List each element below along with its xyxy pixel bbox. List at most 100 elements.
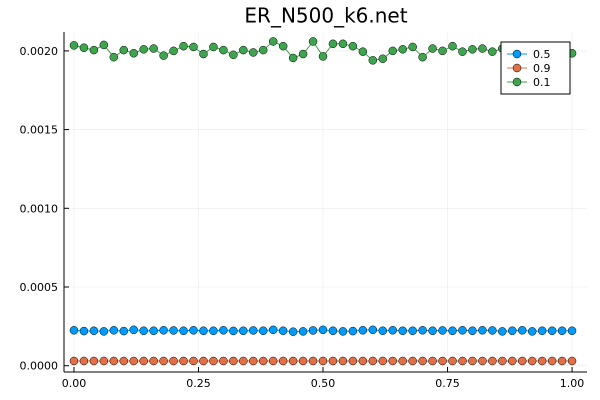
data-point [527,327,537,336]
data-point [199,356,208,366]
data-point [567,326,577,336]
data-point [338,356,348,366]
data-point [517,326,527,335]
data-point [219,326,228,335]
legend: 0.50.90.1 [500,41,571,95]
data-point [408,326,417,336]
data-point [278,356,288,366]
data-point [199,326,208,336]
data-point [517,356,527,366]
y-tick-label: 0.0005 [20,281,59,294]
data-point [69,326,79,335]
data-point [268,356,278,366]
data-point [278,326,288,336]
legend-item: 0.1 [507,76,551,89]
data-point [308,326,318,335]
data-point [119,45,129,55]
data-point [338,327,348,336]
data-point [388,46,397,56]
data-point [119,356,129,366]
data-point [149,326,158,336]
data-point [428,44,437,53]
x-tick-label: 1.00 [560,377,585,390]
legend-item: 0.9 [507,62,551,75]
x-tick-label: 0.25 [186,377,211,390]
data-point [308,356,318,366]
data-point [209,356,218,366]
data-point [448,356,457,366]
data-point [358,326,368,335]
data-point [438,46,447,56]
data-point [209,42,218,52]
data-point [388,326,397,335]
data-point [328,356,338,366]
data-point [179,356,188,366]
data-point [169,356,178,366]
data-point [79,326,89,336]
data-point [288,356,298,366]
data-point [478,326,487,335]
data-point [408,42,417,52]
data-point [159,326,168,335]
data-point [149,356,158,366]
data-point [249,48,258,57]
data-point [179,326,188,336]
data-point [488,356,497,366]
data-point [258,326,268,336]
data-point [258,45,268,55]
series-0.5 [69,325,577,336]
data-point [69,356,79,366]
data-point [189,326,198,335]
data-point [169,326,178,335]
data-point [348,326,358,336]
legend-label: 0.1 [533,76,551,89]
data-point [139,356,148,366]
series-layer [69,37,577,366]
legend-label: 0.9 [533,62,551,75]
data-point [488,326,497,335]
data-point [478,356,487,366]
data-point [129,356,138,366]
data-point [318,52,328,61]
data-point [89,356,99,366]
data-point [129,49,138,58]
data-point [458,47,467,56]
data-point [189,42,198,52]
data-point [99,356,109,366]
data-point [249,326,258,335]
data-point [368,325,378,335]
data-point [109,356,119,366]
data-point [149,44,158,53]
data-point [139,326,148,336]
x-tick-label: 0.50 [311,377,336,390]
data-point [537,326,547,336]
data-point [99,40,109,50]
data-point [537,356,547,366]
data-point [249,356,258,366]
data-point [229,326,238,336]
data-point [398,45,407,54]
data-point [378,54,388,64]
x-tick-label: 0.00 [62,377,87,390]
data-point [418,52,427,62]
data-point [179,41,188,51]
data-point [408,356,417,366]
data-point [169,46,178,56]
data-point [358,356,368,366]
data-point [298,356,308,366]
data-point [209,326,218,336]
data-point [368,56,378,65]
data-point [89,45,99,55]
data-point [298,327,308,336]
data-point [378,356,388,366]
data-point [219,45,228,55]
data-point [428,326,437,336]
data-point [129,325,138,335]
data-point [79,43,89,52]
data-point [109,52,119,62]
data-point [448,326,457,336]
data-point [388,356,397,366]
data-point [547,356,557,366]
